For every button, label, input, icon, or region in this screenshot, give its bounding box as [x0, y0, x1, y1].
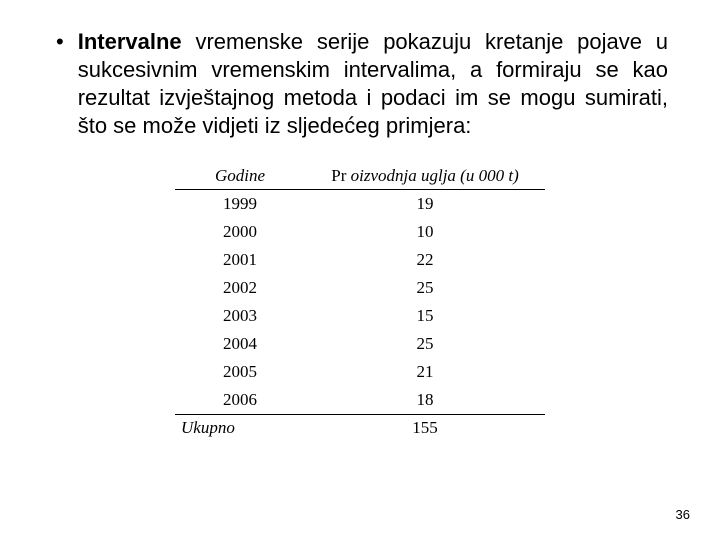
- cell-value: 19: [305, 190, 545, 219]
- paragraph-text: Intervalne vremenske serije pokazuju kre…: [78, 28, 668, 140]
- header-value-prefix: Pr: [331, 166, 346, 185]
- cell-value: 21: [305, 358, 545, 386]
- cell-year: 2002: [175, 274, 305, 302]
- table-row: 200010: [175, 218, 545, 246]
- cell-value: 18: [305, 386, 545, 415]
- cell-year: 2003: [175, 302, 305, 330]
- table-row: 200618: [175, 386, 545, 415]
- header-year: Godine: [175, 162, 305, 190]
- total-label: Ukupno: [175, 415, 305, 443]
- cell-year: 2001: [175, 246, 305, 274]
- cell-value: 25: [305, 330, 545, 358]
- cell-year: 2004: [175, 330, 305, 358]
- cell-year: 2005: [175, 358, 305, 386]
- bullet-paragraph: • Intervalne vremenske serije pokazuju k…: [52, 28, 668, 140]
- cell-year: 1999: [175, 190, 305, 219]
- table-total-row: Ukupno 155: [175, 415, 545, 443]
- slide-content: • Intervalne vremenske serije pokazuju k…: [0, 0, 720, 442]
- cell-value: 25: [305, 274, 545, 302]
- cell-value: 22: [305, 246, 545, 274]
- cell-value: 10: [305, 218, 545, 246]
- table-header-row: Godine Pr oizvodnja uglja (u 000 t): [175, 162, 545, 190]
- table-row: 200122: [175, 246, 545, 274]
- cell-year: 2006: [175, 386, 305, 415]
- table-row: 200425: [175, 330, 545, 358]
- cell-year: 2000: [175, 218, 305, 246]
- cell-value: 15: [305, 302, 545, 330]
- page-number: 36: [676, 507, 690, 522]
- table-row: 200521: [175, 358, 545, 386]
- table-row: 200225: [175, 274, 545, 302]
- data-table-wrap: Godine Pr oizvodnja uglja (u 000 t) 1999…: [52, 162, 668, 442]
- table-row: 200315: [175, 302, 545, 330]
- table-body: 199919 200010 200122 200225 200315 20042…: [175, 190, 545, 443]
- header-value: Pr oizvodnja uglja (u 000 t): [305, 162, 545, 190]
- data-table: Godine Pr oizvodnja uglja (u 000 t) 1999…: [175, 162, 545, 442]
- bullet-glyph: •: [56, 28, 64, 56]
- paragraph-bold-lead: Intervalne: [78, 29, 182, 54]
- header-value-italic: oizvodnja uglja (u 000 t): [346, 166, 518, 185]
- total-value: 155: [305, 415, 545, 443]
- table-row: 199919: [175, 190, 545, 219]
